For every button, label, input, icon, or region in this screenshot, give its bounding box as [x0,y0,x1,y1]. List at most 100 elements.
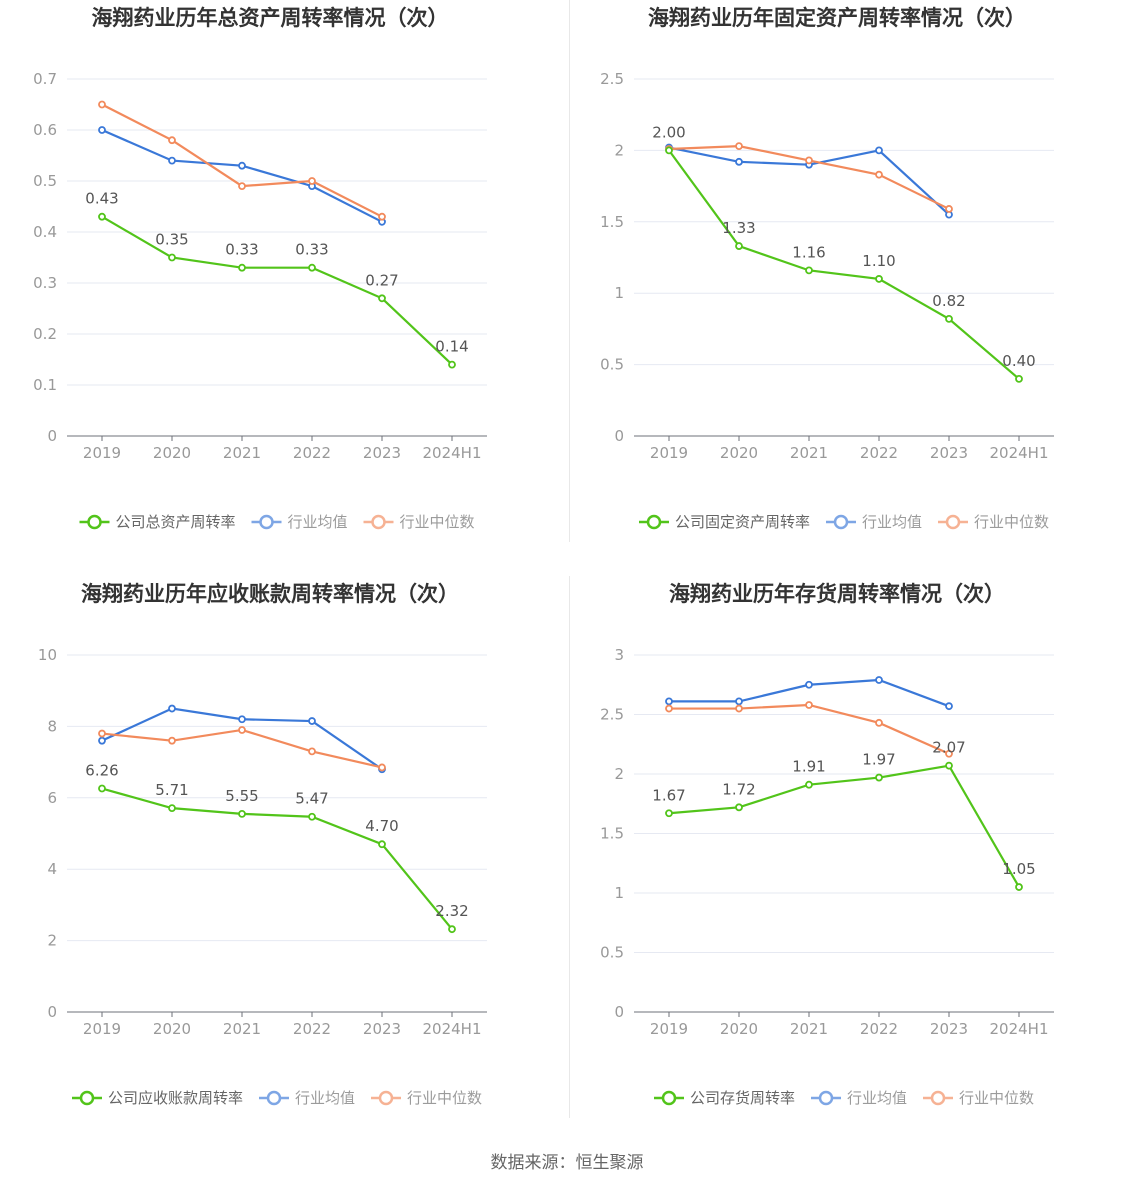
data-label: 1.97 [862,751,895,769]
legend-label: 行业中位数 [974,513,1049,531]
data-point-industry_median [98,100,106,109]
data-point-company [308,812,316,821]
legend-label: 行业均值 [862,513,922,531]
legend-label: 公司总资产周转率 [116,513,236,531]
data-point-company [308,263,316,272]
x-tick-label: 2021 [223,1020,261,1038]
y-tick-label: 10 [38,646,57,664]
data-point-company [805,266,813,275]
data-point-industry_median [875,170,883,179]
y-tick-label: 2 [47,932,57,950]
data-label: 0.82 [932,292,965,310]
y-tick-label: 4 [47,860,57,878]
data-source: 数据来源：恒生聚源 [490,1153,644,1173]
data-point-company [378,840,386,849]
data-label: 6.26 [85,762,118,780]
y-tick-label: 1 [614,884,624,902]
x-tick-label: 2022 [293,1020,331,1038]
series-line-industry_median [669,703,950,755]
data-point-company [378,294,386,303]
panel-divider [569,576,570,1118]
chart-title: 海翔药业历年应收账款周转率情况（次） [81,582,459,606]
x-tick-label: 2024H1 [990,1020,1049,1038]
data-point-industry_median [238,182,246,191]
legend-label: 行业均值 [288,513,348,531]
chart-panel-total-asset-turnover: 海翔药业历年总资产周转率情况（次） 0 0.1 0.2 0.3 0.4 0.5 0.6 0.7 2… [0,0,567,576]
legend-marker-icon [87,514,102,530]
data-point-company [448,925,456,934]
y-tick-label: 0.4 [33,223,57,241]
x-tick-label: 2024H1 [423,1020,482,1038]
data-point-industry_median [308,747,316,756]
y-tick-label: 2.5 [600,70,624,88]
x-tick-label: 2023 [363,1020,401,1038]
series-line-industry_median [101,728,383,769]
y-tick-label: 2 [614,765,624,783]
chart-panel-receivables-turnover: 海翔药业历年应收账款周转率情况（次） 0 2 4 6 8 10 2019 2020 2021 202… [0,576,567,1152]
x-tick-label: 2024H1 [990,444,1049,462]
series-line-company [101,215,453,366]
data-point-industry_median [805,701,813,709]
data-point-industry_median [168,736,176,745]
data-point-industry_avg [945,702,953,711]
y-tick-label: 0 [47,1003,57,1021]
legend-marker-icon [259,514,274,530]
data-point-industry_avg [98,736,106,745]
data-point-company [168,253,176,262]
data-point-company [945,315,953,323]
legend-label: 行业中位数 [400,513,475,531]
y-tick-label: 0 [614,427,624,445]
data-label: 4.70 [365,817,398,835]
data-label: 5.47 [295,790,328,808]
data-point-company [1015,883,1023,891]
legend-label: 行业中位数 [407,1089,482,1107]
legend-item: 行业均值 [259,1089,355,1107]
y-tick-label: 3 [614,646,624,664]
data-point-industry_median [945,205,953,213]
x-tick-label: 2023 [930,444,968,462]
data-point-company [98,212,106,221]
x-tick-label: 2019 [83,1020,121,1038]
data-point-company [805,780,813,789]
legend-item: 行业均值 [251,513,348,531]
x-tick-label: 2019 [83,444,121,462]
data-label: 1.72 [722,780,755,798]
data-point-industry_avg [98,126,106,134]
legend-item: 行业中位数 [363,513,475,531]
x-tick-label: 2019 [650,444,688,462]
x-tick-label: 2023 [930,1020,968,1038]
legend-label: 公司存货周转率 [690,1089,795,1107]
chart-svg: 海翔药业历年存货周转率情况（次） 0 0.5 1 1.5 2 2.5 3 2019 2020 202… [600,582,1054,1107]
x-tick-label: 2021 [790,444,828,462]
data-label: 2.32 [435,902,468,920]
chart-title: 海翔药业历年总资产周转率情况（次） [92,6,449,30]
data-point-industry_avg [308,717,316,725]
data-label: 0.33 [225,241,258,259]
data-label: 0.27 [365,271,398,289]
legend-marker-icon [378,1090,394,1106]
x-tick-label: 2021 [223,444,261,462]
x-tick-label: 2022 [860,444,898,462]
data-point-company [448,360,456,369]
data-point-company [735,803,743,812]
series-line-company [668,764,1020,888]
y-tick-label: 2 [614,141,624,159]
data-point-company [875,275,883,283]
y-tick-label: 1.5 [600,825,624,843]
legend-marker-icon [930,1090,946,1106]
data-point-industry_median [378,763,386,772]
y-tick-label: 2.5 [600,706,624,724]
y-tick-label: 0 [614,1003,624,1021]
chart-svg: 海翔药业历年固定资产周转率情况（次） 0 0.5 1 1.5 2 2.5 2019 2020 20… [600,6,1054,531]
data-label: 2.00 [652,123,685,141]
legend-label: 行业中位数 [959,1089,1034,1107]
legend-item: 公司固定资产周转率 [639,513,810,531]
chart-title: 海翔药业历年固定资产周转率情况（次） [648,6,1026,30]
data-point-company [238,263,246,272]
legend-marker-icon [646,514,662,530]
data-point-industry_avg [735,157,743,166]
data-label: 1.33 [722,219,755,237]
panel-divider [569,0,570,542]
y-tick-label: 1 [614,284,624,302]
data-point-industry_median [945,749,953,758]
